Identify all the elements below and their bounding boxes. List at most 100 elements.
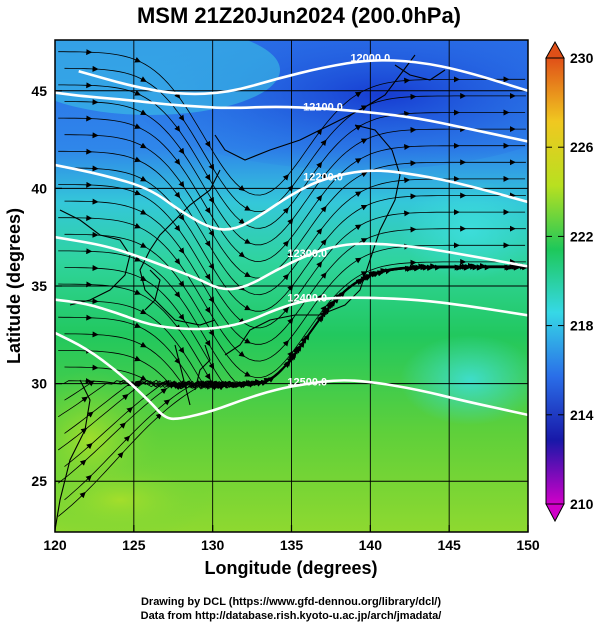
streamline-arrow — [174, 158, 181, 166]
streamline-arrow — [204, 174, 211, 181]
x-tick-label: 120 — [43, 537, 67, 553]
streamline-arrow — [208, 362, 215, 370]
streamline-arrow — [354, 91, 362, 98]
contour-label: 12200.0 — [303, 172, 343, 184]
contour-label: 12100.0 — [303, 101, 343, 113]
streamline-arrow — [360, 205, 368, 211]
coastlines — [55, 54, 446, 531]
streamline-arrow — [316, 161, 323, 169]
streamline-arrow — [354, 158, 362, 164]
streamline-arrow — [354, 191, 362, 198]
streamline-arrow — [140, 142, 147, 149]
streamline-arrow — [204, 240, 211, 248]
streamline-arrow — [119, 422, 126, 429]
contour-label: 12500.0 — [287, 377, 327, 389]
streamline-arrow — [316, 315, 323, 323]
streamline-arrow — [320, 139, 327, 147]
colorbar-max-arrow — [545, 40, 565, 59]
streamline — [64, 200, 526, 345]
streamline-arrow — [282, 340, 289, 347]
streamline-arrow — [140, 242, 147, 248]
streamline-arrow — [86, 442, 93, 450]
streamline-arrow — [140, 308, 147, 315]
streamline-arrow — [134, 322, 142, 329]
colorbar-min-arrow — [545, 503, 565, 523]
streamline-arrow — [239, 382, 246, 389]
y-tick-label: 30 — [31, 376, 47, 392]
streamline-arrow — [163, 399, 171, 406]
streamline-arrow — [282, 273, 289, 281]
credit-line-2: Data from http://database.rish.kyoto-u.a… — [141, 610, 442, 622]
streamline-arrow — [178, 247, 185, 254]
streamline-arrow — [287, 351, 294, 358]
height-contours — [55, 59, 528, 421]
colorbar-scale — [545, 57, 565, 505]
streamline-arrow — [282, 306, 289, 314]
streamline-arrow — [282, 174, 289, 181]
streamline — [58, 250, 526, 387]
streamline-arrow — [123, 435, 131, 442]
x-tick-label: 125 — [122, 537, 146, 553]
streamline-arrow — [320, 205, 327, 213]
streamline-arrow — [79, 491, 86, 499]
streamline-arrow — [320, 239, 327, 246]
contour-label: 12000.0 — [350, 53, 390, 65]
streamline-arrow — [140, 341, 147, 348]
x-tick-label: 130 — [201, 537, 225, 553]
y-tick-label: 25 — [31, 473, 47, 489]
streamline-arrow — [204, 273, 211, 281]
streamline-arrow — [140, 76, 147, 82]
streamline-arrow — [354, 257, 362, 264]
streamline-arrow — [178, 313, 185, 321]
streamline-arrow — [354, 224, 362, 231]
streamline-arrow — [208, 230, 215, 237]
streamline-arrow — [122, 394, 129, 401]
streamline-arrow — [283, 361, 290, 369]
streamline-arrow — [134, 289, 142, 295]
streamline-arrow — [360, 238, 368, 244]
streamline-arrow — [134, 355, 142, 362]
colorbar-tick-label: 210 — [570, 496, 594, 512]
streamline-arrow — [244, 337, 251, 344]
streamline — [64, 167, 526, 312]
y-axis-label: Latitude (degrees) — [4, 208, 24, 364]
streamline-arrow — [134, 56, 142, 63]
streamline — [58, 84, 526, 229]
contour-line — [55, 91, 528, 143]
streamline-arrow — [287, 317, 294, 325]
streamline-arrow — [204, 140, 211, 148]
streamline-arrow — [134, 189, 142, 196]
streamline-arrow — [282, 240, 289, 248]
streamline-arrow — [208, 196, 215, 204]
colorbar: 210 214 218 222 226 230 — [545, 40, 594, 523]
streamline-arrow — [178, 114, 185, 122]
streamline-arrow — [244, 271, 251, 277]
streamline-arrow — [320, 272, 327, 279]
streamline-arrow — [320, 305, 327, 313]
colorbar-ticks: 210 214 218 222 226 230 — [546, 50, 594, 512]
x-axis-ticks: 120 125 130 135 140 145 150 — [43, 525, 540, 553]
streamline-arrow — [204, 373, 211, 380]
streamline-arrow — [238, 218, 246, 225]
contour-labels: 12000.0 12100.0 12200.0 12300.0 12400.0 12500… — [287, 53, 390, 389]
streamline-arrow — [134, 90, 142, 96]
streamline-arrow — [85, 474, 92, 482]
contour-label: 12400.0 — [287, 293, 327, 305]
streamline-arrow — [316, 261, 323, 268]
streamline-arrow — [244, 205, 251, 211]
streamline-arrow — [282, 207, 289, 214]
streamline-arrow — [178, 180, 185, 188]
streamline — [58, 184, 526, 329]
streamline-arrow — [208, 296, 215, 304]
streamline — [58, 217, 526, 362]
x-tick-label: 135 — [280, 537, 304, 553]
y-axis-ticks: 25 30 35 40 45 — [31, 83, 62, 489]
streamline-arrow — [238, 251, 246, 258]
contour-label: 12300.0 — [287, 248, 327, 260]
streamline-arrow — [134, 123, 142, 129]
streamline-arrow — [204, 339, 211, 347]
streamline-arrow — [178, 147, 185, 155]
y-tick-label: 45 — [31, 83, 47, 99]
streamline-arrow — [204, 306, 211, 314]
x-tick-label: 145 — [437, 537, 461, 553]
